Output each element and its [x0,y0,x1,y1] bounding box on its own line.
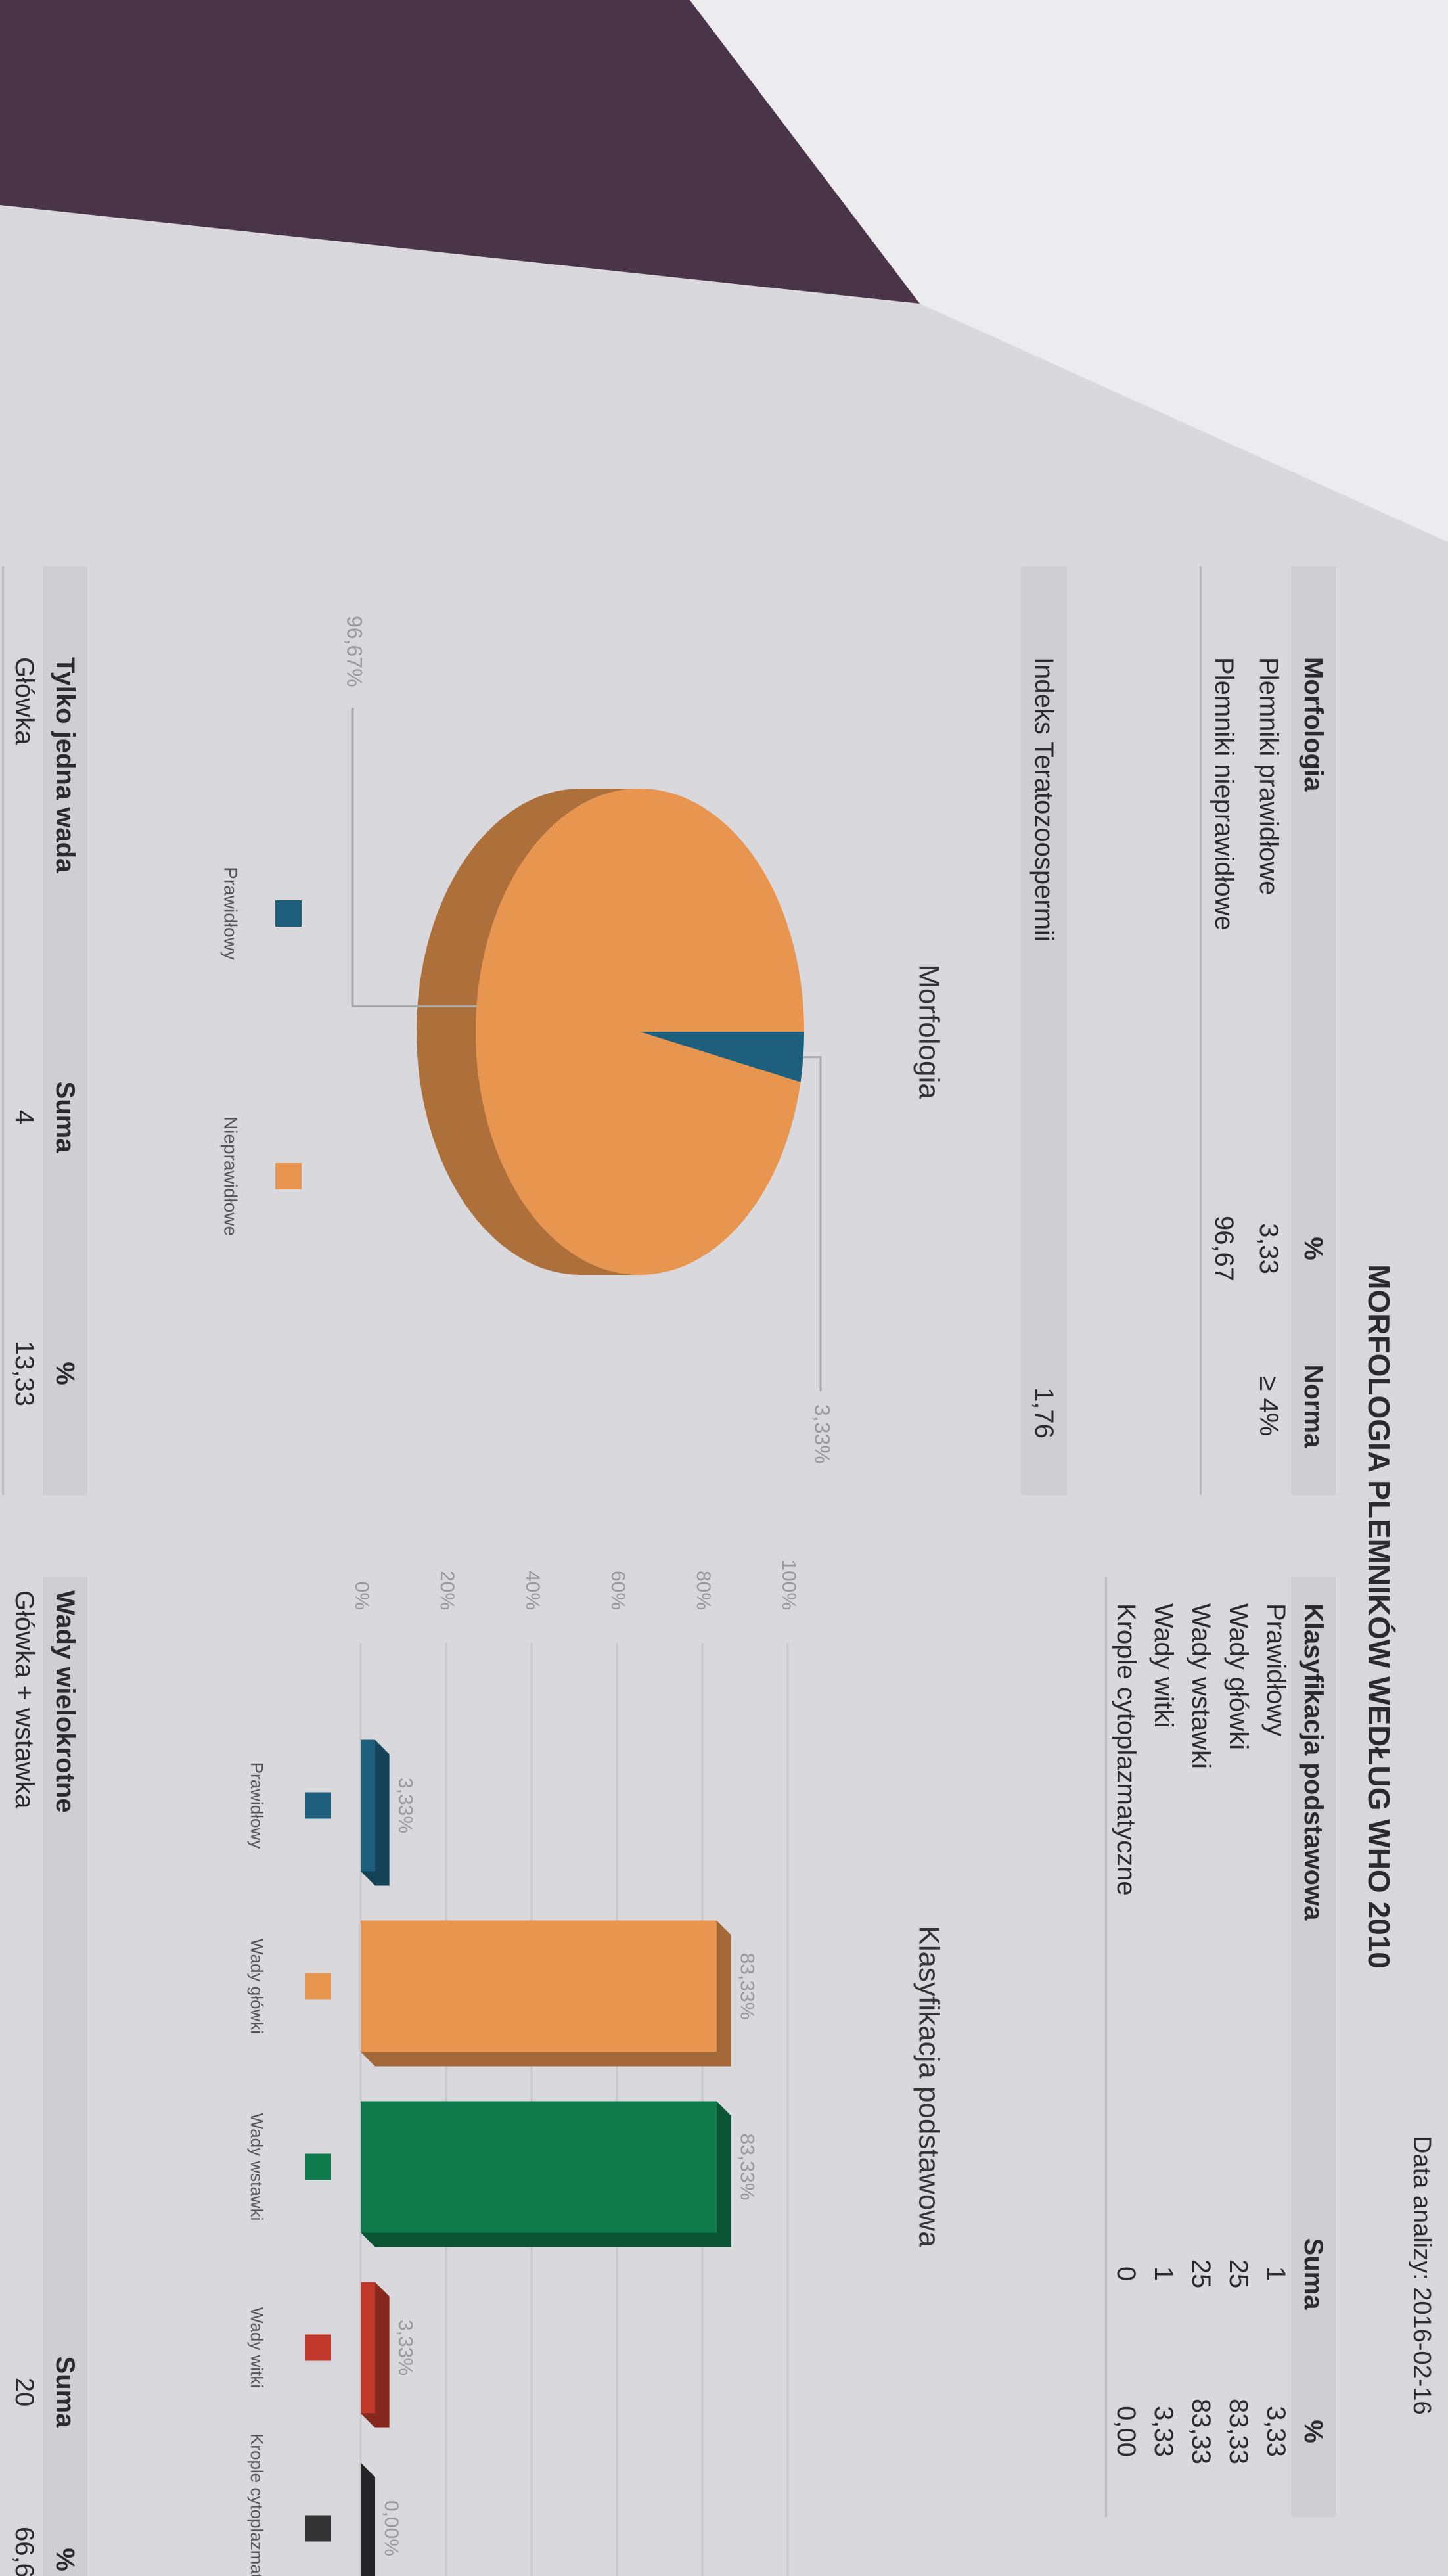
table-cell: 83,33 [1187,2398,1215,2465]
table-rule [1200,566,1202,1495]
y-tick-label: 100% [778,1559,800,1610]
bar [361,2282,375,2414]
table-cell: Wady główki [1224,1603,1253,1751]
index-value: 1,76 [1029,1387,1058,1438]
column-header: Suma [51,2356,79,2428]
column-header: Morfologia [1299,657,1328,792]
column-header: % [51,2548,79,2571]
table-cell: 1 [1261,2266,1290,2282]
data-label: 3,33% [395,2320,417,2376]
bar [361,2101,717,2233]
leader-line [351,708,477,1007]
table-cell: 25 [1187,2259,1215,2289]
table-cell: 4 [10,1109,39,1125]
column-header: Klasyfikacja podstawowa [1299,1603,1328,1921]
x-tick-label: Wady witki [247,2307,267,2388]
column-header: Suma [1299,2238,1328,2310]
table-cell: 3,33 [1254,1223,1283,1274]
table-cell: 3,33 [1149,2406,1178,2457]
table-cell: 66,67 [10,2526,39,2576]
column-header: Tylko jedna wada [51,657,79,873]
column-header: % [51,1362,79,1385]
column-header: Wady wielokrotne [51,1590,79,1813]
table-cell: 25 [1224,2259,1253,2289]
page-curl [690,0,1448,542]
column-header: % [1299,1237,1328,1260]
table-cell: 0 [1112,2266,1141,2282]
table-cell: 20 [10,2377,39,2407]
table-cell: Wady wstawki [1187,1603,1215,1769]
data-label: 83,33% [736,2134,758,2201]
pie-slice [476,789,804,1275]
table-cell: 13,33 [10,1340,39,1407]
y-tick-label: 80% [692,1571,714,1610]
table-surface [0,0,920,304]
legend-swatch [275,900,302,927]
column-header: % [1299,2420,1328,2443]
table-cell: Główka [10,657,39,745]
table-cell: Prawidłowy [1261,1603,1290,1737]
bar-depth [361,2462,375,2576]
table-cell: 3,33 [1261,2406,1290,2457]
bar-depth [361,2282,390,2428]
y-tick-label: 60% [607,1571,629,1610]
table-cell: Krople cytoplazmatyczne [1112,1603,1141,1896]
chart-title: Morfologia [913,964,945,1099]
data-label: 3,33% [811,1404,834,1464]
table-cell: 1 [1149,2266,1178,2282]
table-cell: Plemniki prawidłowe [1254,657,1283,896]
data-label: 3,33% [395,1778,417,1833]
chart-title: Klasyfikacja podstawowa [913,1925,945,2247]
data-label: 96,67% [343,616,367,687]
bar [361,1920,717,2052]
legend-swatch [275,1163,302,1189]
table-cell: 0,00 [1112,2406,1141,2457]
index-label: Indeks Teratozoospermii [1029,657,1058,942]
legend-swatch [305,1792,331,1819]
x-tick-label: Prawidłowy [247,1762,267,1849]
x-tick-label: Wady główki [247,1939,267,2034]
y-tick-label: 40% [522,1571,543,1610]
pie-slice [640,1032,804,1082]
table-rule [1105,1577,1108,2517]
table-cell: Wady witki [1149,1603,1178,1728]
legend-swatch [305,2334,331,2361]
bar-depth [361,1739,390,1886]
table-cell: Plemniki nieprawidłowe [1210,657,1238,931]
legend-swatch [305,2153,331,2180]
table-cell: 83,33 [1224,2398,1253,2465]
x-tick-label: Krople cytoplazmatyczne [247,2433,267,2576]
leader-line [803,1056,822,1391]
table-cell: Główka + wstawka [10,1590,39,1809]
legend-label: Nieprawidłowe [221,1116,241,1236]
legend-swatch [305,1973,331,2000]
column-header: Norma [1299,1364,1328,1448]
column-header: Suma [51,1081,79,1153]
table-cell: ≥ 4% [1254,1376,1283,1437]
legend-label: Prawidłowy [221,867,241,960]
data-label: 0,00% [380,2500,402,2556]
legend-swatch [305,2515,331,2542]
table-cell: 96,67 [1210,1215,1238,1282]
table-rule [2,566,4,1495]
pie-side [417,789,640,1275]
y-tick-label: 0% [351,1582,373,1610]
data-label: 83,33% [736,1953,758,2020]
y-tick-label: 20% [436,1571,458,1610]
x-tick-label: Wady wstawki [247,2113,267,2221]
bar [361,1739,375,1872]
